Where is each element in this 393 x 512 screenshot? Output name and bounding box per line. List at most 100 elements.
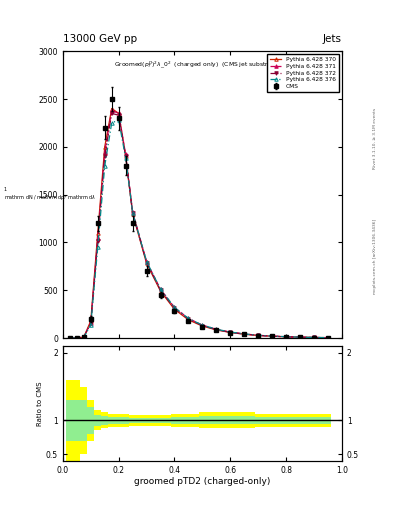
Pythia 6.428 371 [214,326,219,332]
Pythia 6.428 371 [116,110,121,116]
Text: mcplots.cern.ch [arXiv:1306.3436]: mcplots.cern.ch [arXiv:1306.3436] [373,219,377,293]
Pythia 6.428 372 [130,210,135,216]
Pythia 6.428 376 [326,334,331,340]
Text: Jets: Jets [323,33,342,44]
Pythia 6.428 376 [144,259,149,265]
Pythia 6.428 370 [172,306,177,312]
Pythia 6.428 372 [68,335,72,341]
Pythia 6.428 371 [109,108,114,114]
Pythia 6.428 370 [312,334,316,340]
Pythia 6.428 372 [270,333,275,339]
Pythia 6.428 371 [68,335,72,341]
Line: Pythia 6.428 372: Pythia 6.428 372 [68,112,330,340]
Pythia 6.428 372 [123,153,128,159]
Pythia 6.428 370 [158,288,163,294]
Pythia 6.428 372 [172,305,177,311]
Pythia 6.428 371 [270,333,275,339]
Text: 13000 GeV pp: 13000 GeV pp [63,33,137,44]
Pythia 6.428 371 [95,234,100,241]
Pythia 6.428 376 [75,335,79,341]
Pythia 6.428 371 [144,259,149,265]
Pythia 6.428 370 [270,333,275,339]
Pythia 6.428 371 [123,152,128,158]
Pythia 6.428 370 [130,210,135,217]
Pythia 6.428 370 [326,334,331,340]
Pythia 6.428 372 [256,332,261,338]
Pythia 6.428 371 [242,331,247,337]
Line: Pythia 6.428 371: Pythia 6.428 371 [68,109,330,340]
Text: Rivet 3.1.10, ≥ 3.1M events: Rivet 3.1.10, ≥ 3.1M events [373,108,377,169]
Pythia 6.428 372 [312,334,316,340]
Pythia 6.428 370 [88,318,93,324]
Pythia 6.428 372 [326,334,331,340]
Pythia 6.428 371 [298,334,303,340]
Pythia 6.428 376 [81,334,86,340]
Pythia 6.428 376 [102,163,107,169]
Pythia 6.428 370 [214,327,219,333]
Text: 1
mathrm dN / mathrm d$p_T$ mathrm d$\lambda$: 1 mathrm dN / mathrm d$p_T$ mathrm d$\la… [4,187,96,202]
Pythia 6.428 370 [95,230,100,236]
Pythia 6.428 372 [284,334,288,340]
Pythia 6.428 372 [81,334,86,340]
Pythia 6.428 376 [68,335,72,341]
Pythia 6.428 376 [116,117,121,123]
Pythia 6.428 370 [298,334,303,340]
Pythia 6.428 370 [284,334,288,340]
Pythia 6.428 372 [144,260,149,266]
Pythia 6.428 371 [172,304,177,310]
Pythia 6.428 376 [172,304,177,310]
Pythia 6.428 376 [109,120,114,126]
Pythia 6.428 376 [158,286,163,292]
Pythia 6.428 371 [326,334,331,340]
Pythia 6.428 370 [116,110,121,116]
Pythia 6.428 372 [200,323,205,329]
Pythia 6.428 376 [123,155,128,161]
Pythia 6.428 371 [312,334,316,340]
Pythia 6.428 370 [242,331,247,337]
Pythia 6.428 370 [75,335,79,341]
Pythia 6.428 372 [109,110,114,116]
Pythia 6.428 371 [228,329,233,335]
Pythia 6.428 372 [298,334,303,340]
Pythia 6.428 371 [75,335,79,341]
Pythia 6.428 376 [256,332,261,338]
Pythia 6.428 372 [95,238,100,244]
Pythia 6.428 371 [158,286,163,292]
Pythia 6.428 376 [228,329,233,335]
Pythia 6.428 370 [228,329,233,335]
Pythia 6.428 372 [88,320,93,326]
Text: Groomed$(p_T^D)^2\lambda\_0^2$  (charged only)  (CMS jet substructure): Groomed$(p_T^D)^2\lambda\_0^2$ (charged … [114,60,290,71]
Pythia 6.428 370 [186,317,191,323]
Y-axis label: Ratio to CMS: Ratio to CMS [37,381,43,425]
Pythia 6.428 372 [186,316,191,322]
Line: Pythia 6.428 376: Pythia 6.428 376 [68,118,330,340]
Pythia 6.428 371 [200,322,205,328]
Pythia 6.428 371 [130,209,135,215]
Pythia 6.428 372 [214,327,219,333]
Pythia 6.428 371 [102,148,107,155]
X-axis label: groomed pTD2 (charged-only): groomed pTD2 (charged-only) [134,477,271,486]
Pythia 6.428 372 [158,287,163,293]
Pythia 6.428 371 [81,334,86,340]
Pythia 6.428 376 [298,334,303,340]
Legend: Pythia 6.428 370, Pythia 6.428 371, Pythia 6.428 372, Pythia 6.428 376, CMS: Pythia 6.428 370, Pythia 6.428 371, Pyth… [267,54,339,92]
Pythia 6.428 372 [102,153,107,159]
Pythia 6.428 370 [68,335,72,341]
Pythia 6.428 376 [242,331,247,337]
Pythia 6.428 372 [75,335,79,341]
Pythia 6.428 376 [270,333,275,339]
Pythia 6.428 376 [95,244,100,250]
Line: Pythia 6.428 370: Pythia 6.428 370 [68,107,330,340]
Pythia 6.428 371 [284,334,288,340]
Pythia 6.428 370 [102,144,107,150]
Pythia 6.428 370 [256,332,261,338]
Pythia 6.428 371 [186,315,191,322]
Pythia 6.428 370 [109,105,114,112]
Pythia 6.428 370 [81,334,86,340]
Pythia 6.428 376 [186,315,191,322]
Pythia 6.428 371 [88,319,93,326]
Pythia 6.428 376 [200,322,205,328]
Pythia 6.428 372 [228,329,233,335]
Pythia 6.428 376 [284,334,288,340]
Pythia 6.428 372 [116,112,121,118]
